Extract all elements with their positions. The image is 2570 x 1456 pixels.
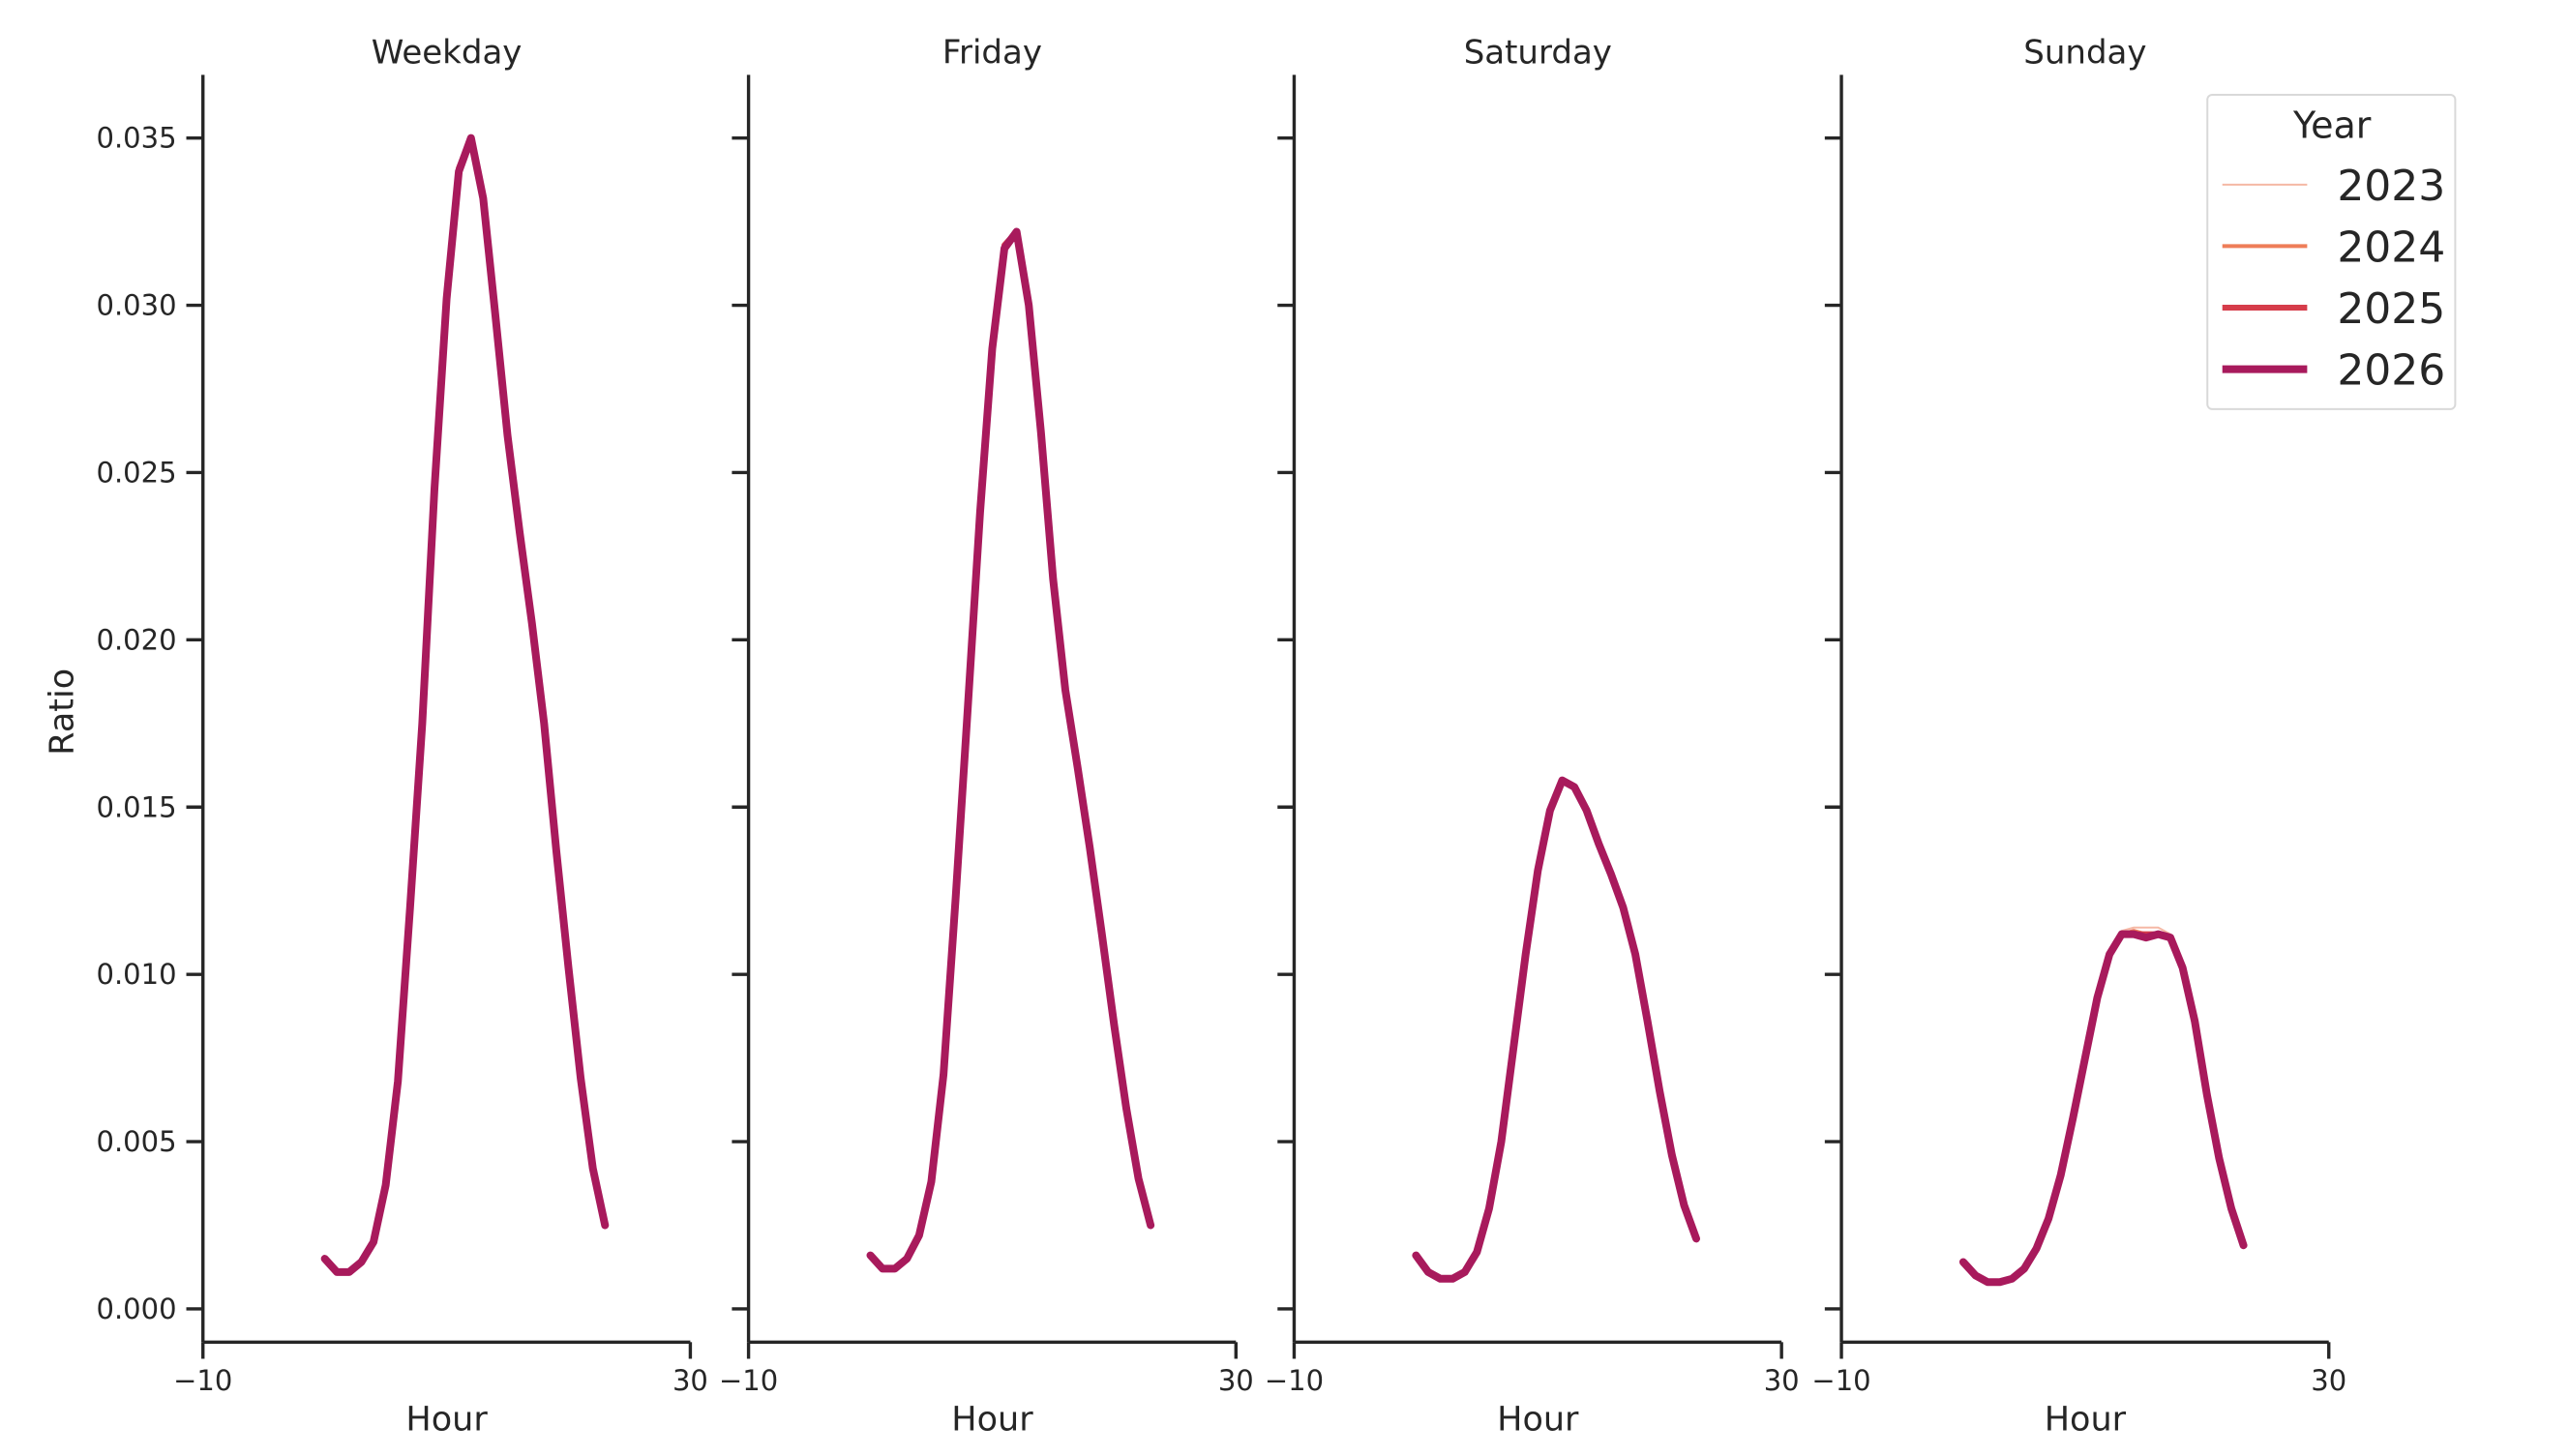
series-line-2026 xyxy=(320,134,610,1276)
y-tick-label: 0.030 xyxy=(97,289,177,322)
legend-label: 2023 xyxy=(2337,162,2445,211)
x-axis-label: Hour xyxy=(1497,1400,1579,1439)
legend-frame xyxy=(2206,93,2457,410)
series-line-2025 xyxy=(321,134,609,1275)
series-line-2026 xyxy=(1958,930,2248,1287)
x-axis-label: Hour xyxy=(2045,1400,2127,1439)
series-line-2023 xyxy=(1415,779,1697,1280)
series-line-2025 xyxy=(867,228,1154,1272)
panel-title: Sunday xyxy=(2023,33,2146,72)
legend: Year 2023 2024 2025 2026 xyxy=(2206,93,2457,410)
legend-title: Year xyxy=(2292,104,2372,147)
x-tick-label: −10 xyxy=(173,1364,232,1397)
legend-label: 2026 xyxy=(2337,346,2445,396)
panel-weekday: Weekday 0.000 0.005 0.010 0.015 0.020 0.025 0.0… xyxy=(97,33,708,1439)
series-line-2024 xyxy=(868,229,1153,1271)
panel-sunday: Sunday −10 30 Hour xyxy=(1811,33,2346,1439)
y-tick-label: 0.035 xyxy=(97,122,177,155)
series-line-2025 xyxy=(1413,777,1699,1282)
panel-title: Friday xyxy=(942,33,1042,72)
series-line-2026 xyxy=(1412,776,1700,1283)
y-axis-label: Ratio xyxy=(44,669,82,756)
legend-label: 2025 xyxy=(2337,284,2445,334)
x-tick-label: −10 xyxy=(719,1364,778,1397)
y-tick-label: 0.005 xyxy=(97,1125,177,1158)
series-line-2024 xyxy=(1414,778,1698,1281)
y-tick-label: 0.010 xyxy=(97,958,177,991)
series-line-2023 xyxy=(869,230,1152,1270)
x-tick-label: −10 xyxy=(1265,1364,1324,1397)
series-line-2026 xyxy=(866,227,1155,1273)
x-tick-label: 30 xyxy=(1764,1364,1800,1397)
panel-saturday: Saturday −10 30 Hour xyxy=(1265,33,1800,1439)
y-tick-label: 0.015 xyxy=(97,790,177,823)
panel-title: Weekday xyxy=(372,33,523,72)
x-tick-label: −10 xyxy=(1811,1364,1870,1397)
series-line-2023 xyxy=(323,136,607,1273)
legend-label: 2024 xyxy=(2337,223,2445,272)
x-axis-label: Hour xyxy=(405,1400,488,1439)
x-tick-label: 30 xyxy=(672,1364,708,1397)
panel-friday: Friday −10 30 Hour xyxy=(719,33,1254,1439)
panel-title: Saturday xyxy=(1464,33,1612,72)
y-tick-label: 0.000 xyxy=(97,1293,177,1325)
x-tick-label: 30 xyxy=(2311,1364,2346,1397)
y-tick-label: 0.020 xyxy=(97,623,177,656)
series-line-2024 xyxy=(322,135,608,1274)
x-tick-label: 30 xyxy=(1218,1364,1254,1397)
y-tick-label: 0.025 xyxy=(97,456,177,489)
x-axis-label: Hour xyxy=(951,1400,1033,1439)
